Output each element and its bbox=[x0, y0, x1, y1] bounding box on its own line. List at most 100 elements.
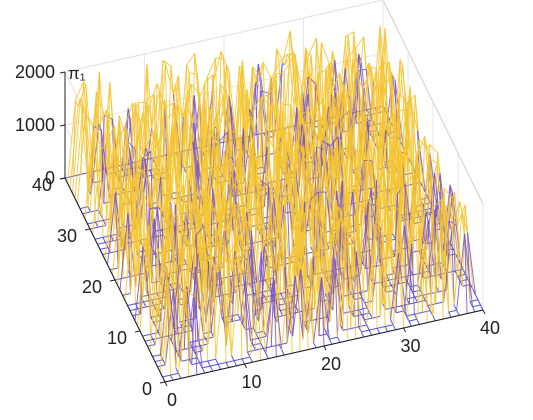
surface-edge bbox=[428, 157, 438, 164]
surface-edge bbox=[401, 168, 406, 277]
surface-edge bbox=[292, 50, 296, 55]
y-tick-label: 0 bbox=[142, 379, 152, 399]
surface-edge bbox=[135, 196, 145, 287]
surface-edge bbox=[225, 360, 235, 363]
surface-edge bbox=[239, 235, 243, 270]
surface-edge bbox=[166, 112, 176, 119]
surface-edge bbox=[150, 140, 159, 152]
surface-edge bbox=[216, 210, 220, 213]
surface-edge bbox=[370, 67, 375, 83]
surface-edge bbox=[283, 58, 293, 72]
surface-edge bbox=[355, 149, 364, 156]
surface-edge bbox=[265, 186, 270, 246]
surface-edge bbox=[145, 93, 155, 102]
surface-edge bbox=[250, 230, 255, 311]
surface-edge bbox=[382, 233, 386, 327]
y-tick bbox=[84, 228, 91, 231]
surface-edge bbox=[467, 232, 471, 302]
surface-edge bbox=[260, 90, 269, 94]
surface-edge bbox=[133, 165, 138, 253]
surface-edge bbox=[219, 197, 223, 296]
surface-edge bbox=[385, 231, 389, 310]
surface-edge bbox=[272, 77, 277, 84]
surface-edge bbox=[167, 279, 171, 376]
surface-edge bbox=[321, 220, 331, 305]
surface-edge bbox=[142, 111, 147, 149]
surface-edge bbox=[194, 53, 198, 75]
surface-edge bbox=[469, 299, 479, 303]
surface-edge bbox=[425, 212, 429, 221]
surface-edge bbox=[398, 209, 402, 306]
surface-edge bbox=[443, 187, 453, 199]
surface-edge bbox=[223, 64, 227, 143]
surface-edge bbox=[241, 269, 251, 341]
surface-edge bbox=[101, 82, 111, 182]
surface-edge bbox=[437, 152, 441, 174]
surface-edge bbox=[292, 269, 302, 337]
surface-edge bbox=[363, 36, 367, 70]
surface-edge bbox=[216, 211, 226, 232]
surface-edge bbox=[205, 256, 214, 259]
surface-edge bbox=[132, 102, 136, 150]
surface-edge bbox=[256, 195, 261, 282]
surface-edge bbox=[208, 226, 218, 262]
surface-edge bbox=[109, 178, 114, 253]
surface-edge bbox=[358, 324, 367, 328]
surface-edge bbox=[306, 192, 310, 216]
surface-edge bbox=[302, 261, 307, 340]
surface-edge bbox=[239, 234, 249, 254]
x-tick-label: 40 bbox=[480, 318, 500, 338]
surface-edge bbox=[109, 82, 113, 119]
surface-edge bbox=[228, 259, 238, 263]
surface-edge bbox=[72, 99, 76, 177]
surface-edge bbox=[215, 149, 225, 173]
surface-edge bbox=[225, 362, 230, 368]
surface-edge bbox=[224, 107, 229, 132]
surface-edge bbox=[347, 144, 356, 151]
surface-edge bbox=[223, 273, 233, 356]
surface-edge bbox=[223, 273, 227, 363]
z-tick bbox=[59, 177, 66, 180]
surface-edge bbox=[85, 84, 89, 190]
surface-edge bbox=[260, 138, 270, 236]
surface-edge bbox=[382, 142, 391, 145]
surface-edge bbox=[280, 197, 285, 206]
surface-edge bbox=[340, 95, 350, 133]
surface-edge bbox=[191, 362, 200, 366]
surface-edge bbox=[160, 176, 164, 253]
surface-edge bbox=[402, 65, 406, 92]
surface-edge bbox=[334, 258, 344, 331]
surface-edge bbox=[294, 146, 303, 149]
z-tick bbox=[59, 71, 66, 74]
surface-edge bbox=[329, 136, 339, 147]
surface-edge bbox=[251, 67, 261, 92]
surface-edge bbox=[448, 309, 457, 313]
surface-edge bbox=[238, 165, 243, 192]
y-tick bbox=[134, 330, 141, 333]
surface-edge bbox=[94, 236, 104, 240]
surface-edge bbox=[157, 248, 161, 355]
surface-edge bbox=[316, 209, 326, 235]
surface-edge bbox=[374, 224, 378, 329]
surface-edge bbox=[205, 136, 215, 232]
surface-edge bbox=[229, 129, 238, 135]
surface-edge bbox=[464, 204, 469, 233]
x-tick-label: 20 bbox=[321, 354, 341, 374]
surface-edge bbox=[325, 67, 329, 107]
surface-edge bbox=[401, 196, 405, 226]
surface-edge bbox=[202, 257, 206, 351]
surface-edge bbox=[125, 175, 135, 186]
surface-edge bbox=[276, 253, 280, 345]
surface-edge bbox=[383, 72, 393, 91]
surface-edge bbox=[428, 157, 433, 176]
surface-edge bbox=[82, 211, 91, 215]
surface-edge bbox=[223, 58, 227, 165]
surface-edge bbox=[401, 168, 411, 270]
surface-edge bbox=[379, 233, 384, 317]
surface-edge bbox=[297, 246, 301, 352]
surface-edge bbox=[249, 176, 258, 179]
surface-edge bbox=[251, 115, 255, 133]
surface-edge bbox=[286, 184, 290, 258]
surface-edge bbox=[284, 129, 288, 150]
surface-edge bbox=[280, 102, 284, 105]
